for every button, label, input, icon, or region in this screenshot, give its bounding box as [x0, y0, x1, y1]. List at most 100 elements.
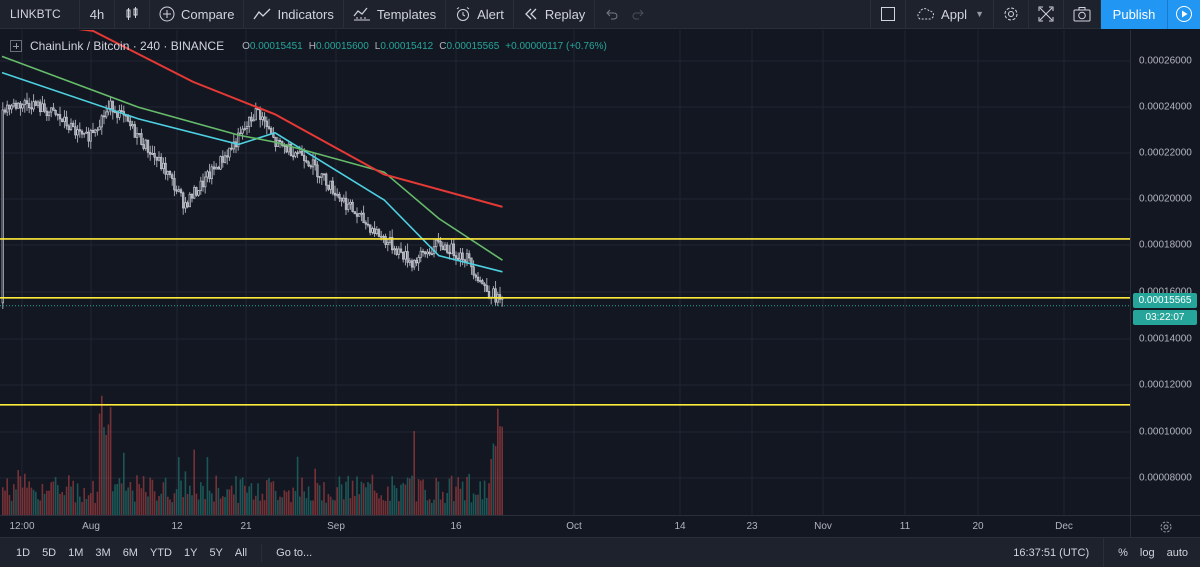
volume-bar [206, 457, 209, 515]
range-1y[interactable]: 1Y [183, 546, 198, 559]
range-5d[interactable]: 5D [42, 546, 57, 559]
volume-bar [336, 487, 338, 515]
publish-menu-button[interactable] [1167, 0, 1200, 29]
utc-clock[interactable]: 16:37:51 (UTC) [999, 537, 1105, 567]
replay-button[interactable]: Replay [514, 0, 596, 29]
candle-body [322, 173, 326, 176]
volume-bar [486, 497, 488, 515]
volume-bar [433, 499, 435, 515]
volume-bar [217, 487, 220, 515]
settings-button[interactable] [994, 0, 1029, 29]
candle-body [358, 213, 361, 217]
symbol-search[interactable]: LINKBTC [0, 0, 80, 29]
candle-body [340, 197, 343, 202]
time-label: 12 [171, 521, 183, 532]
undo-icon[interactable] [604, 6, 620, 22]
range-1d[interactable]: 1D [16, 546, 31, 559]
price-label: 0.00008000 [1139, 472, 1192, 484]
candle-body [245, 126, 249, 129]
percent-toggle[interactable]: % [1118, 546, 1128, 559]
volume-bar [83, 487, 85, 515]
candle-body [199, 180, 202, 191]
candle-body [452, 243, 455, 257]
candle-body [30, 107, 33, 110]
volume-bar [46, 490, 48, 515]
volume-bar [303, 491, 305, 515]
range-3m[interactable]: 3M [95, 546, 111, 559]
auto-toggle[interactable]: auto [1166, 546, 1188, 559]
axis-settings-button[interactable] [1130, 516, 1200, 538]
candle-body [344, 197, 348, 210]
candle-body [135, 133, 139, 138]
range-6m[interactable]: 6M [122, 546, 138, 559]
price-chart[interactable] [0, 30, 1130, 515]
candle-body [45, 110, 48, 117]
publish-button[interactable]: Publish [1101, 0, 1167, 29]
candle-body [204, 176, 207, 188]
templates-button[interactable]: Templates [344, 0, 447, 29]
volume-bar [149, 477, 151, 515]
volume-bar [358, 494, 360, 515]
range-ytd[interactable]: YTD [149, 546, 172, 559]
legend-collapse-icon[interactable] [10, 40, 22, 52]
layout-menu[interactable]: Appl ▼ [906, 0, 994, 29]
snapshot-button[interactable] [1064, 0, 1101, 29]
candle-body [208, 171, 211, 180]
candle-body [342, 197, 345, 202]
moving-average-line [1, 71, 503, 273]
candle-body [1, 109, 4, 304]
candle-body [149, 151, 152, 155]
range-1m[interactable]: 1M [68, 546, 84, 559]
volume-bar [316, 483, 319, 515]
play-circle-icon [1176, 6, 1192, 22]
time-label: Nov [814, 521, 832, 532]
volume-bar [384, 501, 387, 515]
volume-bar [226, 489, 228, 515]
volume-bar [215, 475, 217, 515]
volume-bar [279, 496, 281, 515]
volume-bar [444, 502, 446, 515]
volume-bar [382, 500, 385, 515]
price-axis[interactable]: 0.00026000 0.00024000 0.00022000 0.00020… [1130, 30, 1200, 515]
time-label: 12:00 [9, 521, 35, 532]
compare-button[interactable]: Compare [150, 0, 245, 29]
redo-icon[interactable] [630, 6, 646, 22]
volume-bar [35, 491, 37, 515]
volume-bar [76, 483, 79, 515]
high-value: 0.00015600 [315, 40, 369, 52]
gear-icon [1160, 521, 1171, 533]
fullscreen-box-button[interactable] [870, 0, 907, 29]
candle-body [270, 128, 273, 135]
volume-bar [277, 500, 279, 515]
volume-bar [21, 487, 24, 515]
volume-bar [354, 496, 356, 515]
volume-bar [360, 481, 363, 515]
volume-bar [127, 487, 129, 515]
fullscreen-button[interactable] [1029, 0, 1064, 29]
log-toggle[interactable]: log [1139, 546, 1155, 559]
interval-button[interactable]: 4h [80, 0, 115, 29]
volume-bar [501, 426, 503, 515]
time-label: 14 [674, 521, 686, 532]
time-axis[interactable]: 12:00 Aug 12 21 Sep 16 Oct 14 23 Nov 11 … [0, 515, 1200, 538]
volume-bar [184, 471, 187, 515]
volume-bar [94, 502, 96, 515]
volume-bar [389, 500, 391, 515]
volume-bar [415, 501, 418, 515]
candle-body [492, 288, 495, 299]
candle-body [102, 115, 106, 118]
legend-symbol-title[interactable]: ChainLink / Bitcoin · 240 · BINANCE [30, 39, 225, 53]
volume-bar [8, 495, 11, 515]
open-label: O [242, 40, 250, 52]
alert-button[interactable]: Alert [446, 0, 514, 29]
volume-bar [158, 495, 160, 515]
volume-bar [125, 490, 127, 515]
volume-bar [380, 495, 382, 515]
candle-body [133, 124, 136, 138]
indicators-button[interactable]: Indicators [244, 0, 344, 29]
volume-bar [334, 500, 336, 515]
chart-style-button[interactable] [115, 0, 150, 29]
goto-button[interactable]: Go to... [276, 546, 313, 559]
range-all[interactable]: All [234, 546, 248, 559]
range-5y[interactable]: 5Y [209, 546, 223, 559]
